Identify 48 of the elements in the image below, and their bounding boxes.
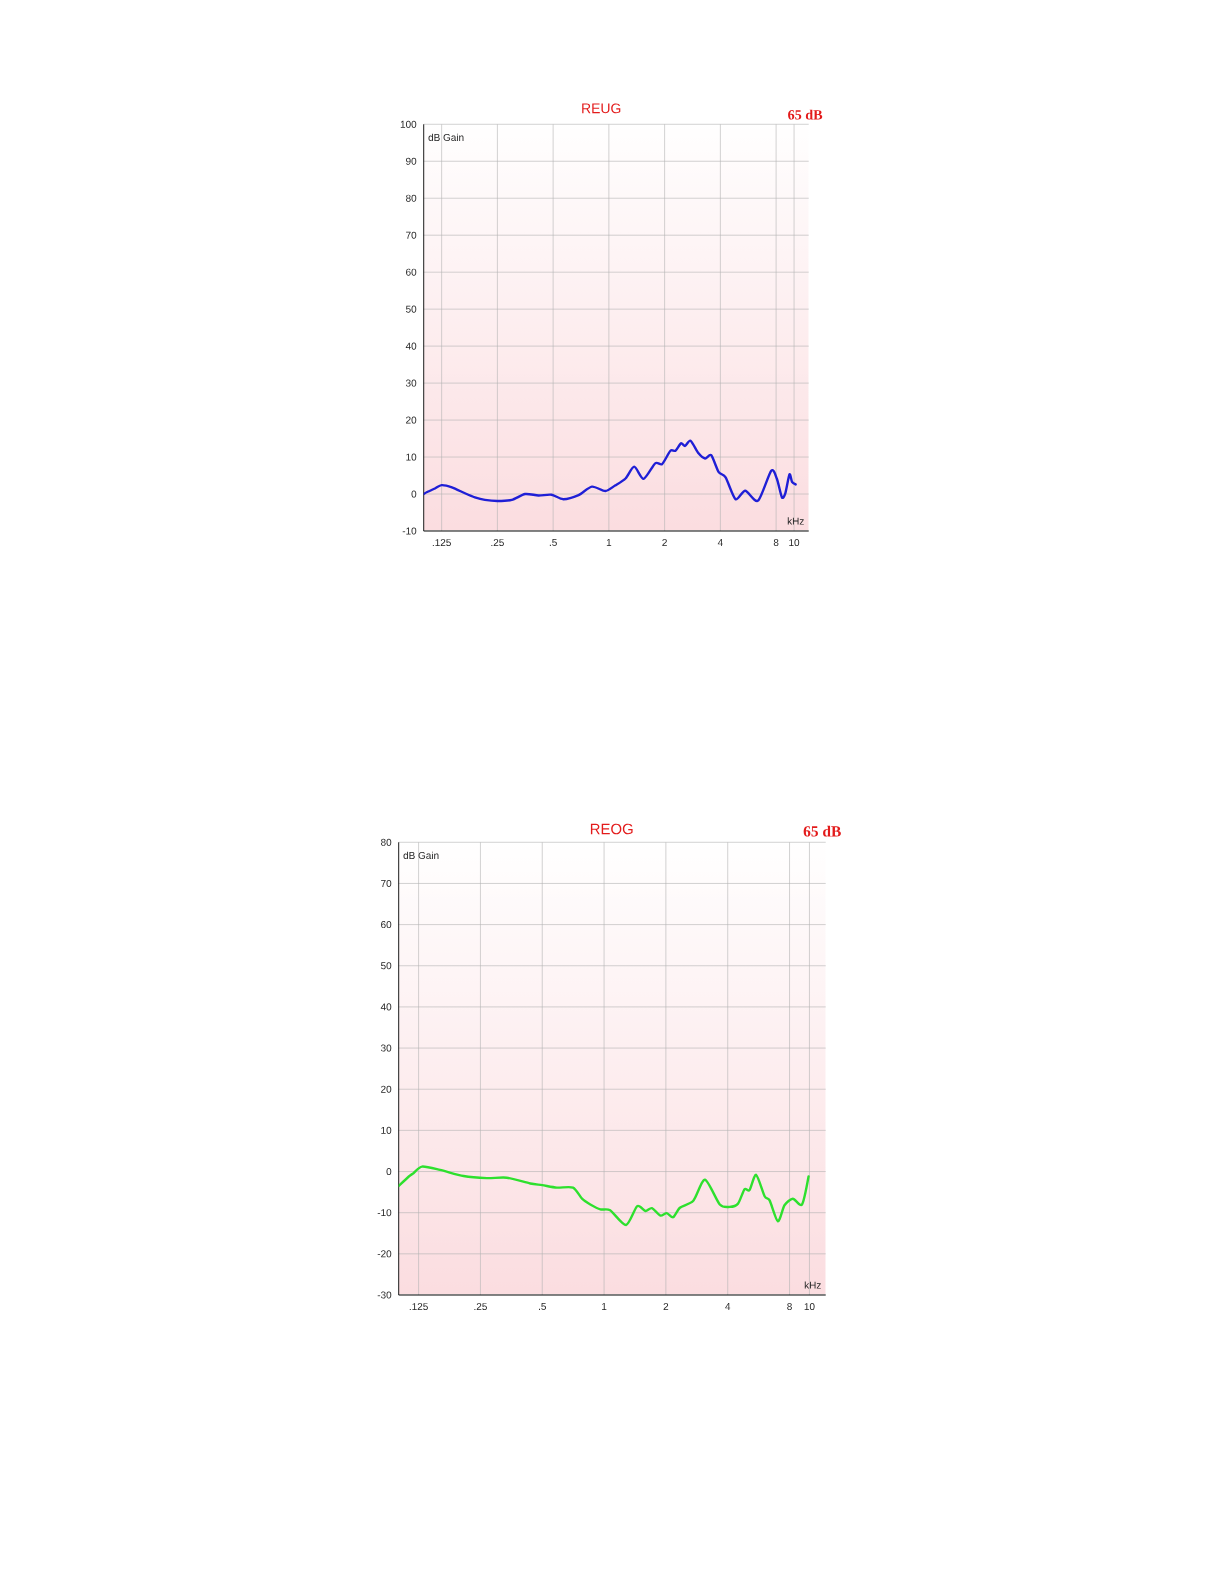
x-tick-label: .125 bbox=[432, 539, 451, 547]
x-tick-label: 4 bbox=[725, 1303, 731, 1310]
y-tick-label: 10 bbox=[406, 453, 417, 461]
y-tick-label: 50 bbox=[405, 305, 417, 313]
x-tick-label: 4 bbox=[717, 539, 723, 546]
y-tick-label: 10 bbox=[381, 1126, 392, 1134]
chart-title: REUG bbox=[582, 103, 621, 114]
y-tick-label: 80 bbox=[406, 194, 417, 202]
x-tick-label: 1 bbox=[602, 1303, 607, 1310]
y-tick-label: 20 bbox=[406, 416, 417, 424]
x-axis-title: kHz bbox=[804, 1281, 821, 1289]
text: 65 dB bbox=[788, 109, 823, 120]
x-tick-label: 8 bbox=[773, 539, 779, 547]
y-tick-label: 0 bbox=[411, 490, 417, 498]
x-tick-label: .5 bbox=[549, 539, 557, 546]
y-tick-label: 40 bbox=[405, 342, 417, 350]
y-tick-label: 40 bbox=[380, 1003, 392, 1011]
x-tick-label: 1 bbox=[606, 539, 612, 546]
y-tick-label: -10 bbox=[402, 527, 417, 535]
y-tick-label: 20 bbox=[381, 1085, 392, 1093]
x-tick-label: 2 bbox=[662, 539, 667, 546]
y-tick-label: -10 bbox=[377, 1209, 392, 1217]
y-axis-title: dB Gain bbox=[403, 851, 439, 859]
y-tick-label: -30 bbox=[377, 1291, 392, 1299]
x-tick-label: .5 bbox=[539, 1303, 546, 1310]
x-tick-label: .125 bbox=[409, 1303, 428, 1311]
y-tick-label: 50 bbox=[380, 962, 392, 970]
x-tick-label: .25 bbox=[474, 1303, 487, 1311]
text: 65 dB bbox=[803, 825, 841, 837]
y-tick-label: 70 bbox=[381, 879, 392, 887]
y-tick-label: 60 bbox=[406, 268, 417, 276]
y-tick-label: 80 bbox=[381, 838, 392, 846]
x-tick-label: 10 bbox=[789, 539, 800, 547]
x-tick-label: .25 bbox=[491, 539, 504, 547]
x-tick-label: 2 bbox=[663, 1303, 669, 1310]
y-tick-label: 60 bbox=[381, 921, 392, 929]
x-axis-title: kHz bbox=[787, 517, 804, 525]
x-tick-label: 10 bbox=[804, 1303, 815, 1311]
y-tick-label: -20 bbox=[377, 1250, 392, 1258]
x-tick-label: 8 bbox=[787, 1303, 792, 1311]
y-tick-label: 0 bbox=[386, 1167, 392, 1176]
y-axis-title: dB Gain bbox=[428, 133, 464, 141]
chart-title: REOG bbox=[590, 823, 633, 835]
y-tick-label: 30 bbox=[405, 379, 417, 387]
y-tick-label: 100 bbox=[400, 120, 417, 128]
y-tick-label: 30 bbox=[380, 1044, 392, 1052]
y-tick-label: 70 bbox=[406, 231, 417, 239]
y-tick-label: 90 bbox=[406, 157, 417, 165]
